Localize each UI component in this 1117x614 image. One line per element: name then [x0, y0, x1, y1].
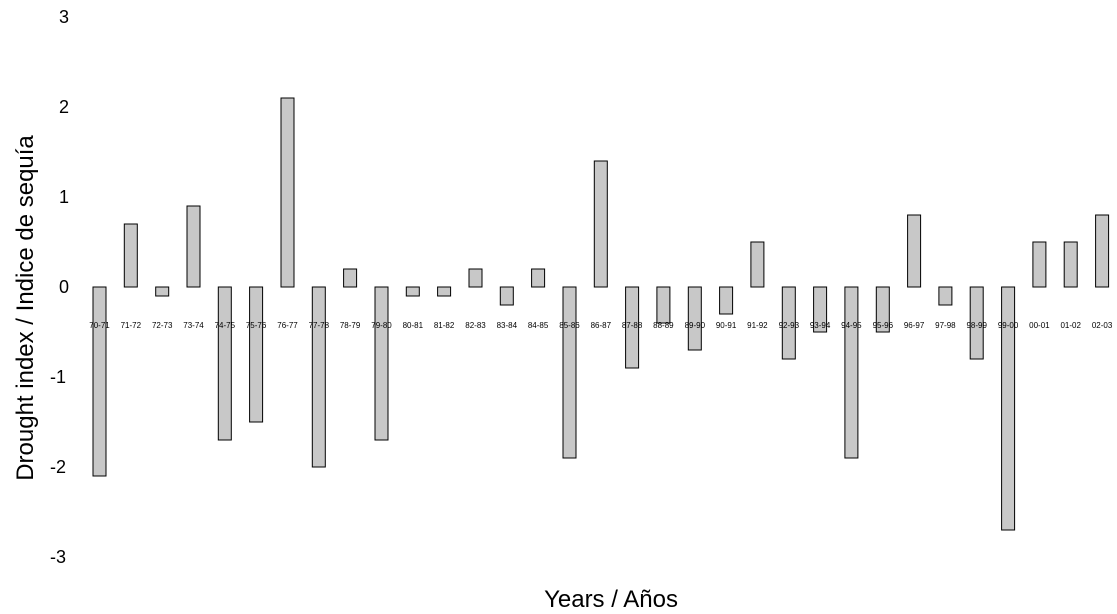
bar-71-72 — [123, 223, 138, 288]
x-tick-label: 70-71 — [89, 321, 110, 330]
x-tick-label: 85-86 — [559, 321, 580, 330]
bar-76-77 — [280, 97, 295, 288]
bar-00-01 — [1032, 241, 1047, 288]
y-tick-label: 0 — [59, 277, 69, 297]
bar-86-87 — [593, 160, 608, 288]
bar-82-83 — [468, 268, 483, 288]
bar-96-97 — [907, 214, 922, 288]
bar-79-80 — [374, 286, 389, 441]
x-tick-label: 00-01 — [1029, 321, 1050, 330]
bar-95-96 — [875, 286, 890, 333]
bar-99-00 — [1001, 286, 1016, 531]
bar-01-02 — [1063, 241, 1078, 288]
bar-73-74 — [186, 205, 201, 288]
y-tick-label: 1 — [59, 187, 69, 207]
x-tick-label: 96-97 — [904, 321, 925, 330]
x-tick-label: 76-77 — [277, 321, 298, 330]
bar-91-92 — [750, 241, 765, 288]
x-tick-label: 95-96 — [873, 321, 894, 330]
x-tick-label: 93-94 — [810, 321, 831, 330]
bar-72-73 — [155, 286, 170, 297]
x-tick-label: 94-95 — [841, 321, 862, 330]
y-tick-label: -1 — [50, 367, 66, 387]
x-tick-label: 92-93 — [779, 321, 800, 330]
bar-92-93 — [781, 286, 796, 360]
bar-77-78 — [311, 286, 326, 468]
y-tick-label: 3 — [59, 7, 69, 27]
x-tick-label: 71-72 — [121, 321, 142, 330]
bar-83-84 — [499, 286, 514, 306]
bar-80-81 — [405, 286, 420, 297]
bar-97-98 — [938, 286, 953, 306]
x-tick-label: 84-85 — [528, 321, 549, 330]
bar-75-76 — [249, 286, 264, 423]
x-axis-label: Years / Años — [544, 586, 678, 613]
bar-78-79 — [343, 268, 358, 288]
x-tick-label: 88-89 — [653, 321, 674, 330]
bar-87-88 — [625, 286, 640, 369]
y-tick-label: -2 — [50, 457, 66, 477]
bars-group — [92, 97, 1110, 531]
x-tick-label: 77-78 — [309, 321, 330, 330]
x-tick-label: 02-03 — [1092, 321, 1113, 330]
x-tick-label: 97-98 — [935, 321, 956, 330]
x-tick-label: 99-00 — [998, 321, 1019, 330]
x-tick-label: 82-83 — [465, 321, 486, 330]
x-tick-label: 79-80 — [371, 321, 392, 330]
x-tick-label: 89-90 — [685, 321, 706, 330]
y-tick-labels: 3 2 1 0 -1 -2 -3 — [50, 7, 69, 567]
bar-93-94 — [813, 286, 828, 333]
y-tick-label: 2 — [59, 97, 69, 117]
x-tick-label: 98-99 — [966, 321, 987, 330]
x-tick-label: 87-88 — [622, 321, 643, 330]
x-tick-label: 91-92 — [747, 321, 768, 330]
x-tick-label: 90-91 — [716, 321, 737, 330]
y-axis-label: Drought index / Indice de sequía — [12, 135, 39, 481]
bar-98-99 — [969, 286, 984, 360]
x-tick-label: 86-87 — [591, 321, 612, 330]
bar-81-82 — [437, 286, 452, 297]
x-tick-label: 80-81 — [403, 321, 424, 330]
bar-02-03 — [1095, 214, 1110, 288]
bar-88-89 — [656, 286, 671, 324]
x-tick-label: 73-74 — [183, 321, 204, 330]
x-tick-label: 72-73 — [152, 321, 173, 330]
x-tick-labels: 70-71 71-72 72-73 73-74 74-75 75-76 76-77 77-78… — [89, 321, 1113, 330]
x-tick-label: 78-79 — [340, 321, 361, 330]
bar-94-95 — [844, 286, 859, 459]
x-tick-label: 75-76 — [246, 321, 267, 330]
x-tick-label: 74-75 — [215, 321, 236, 330]
bar-74-75 — [217, 286, 232, 441]
x-tick-label: 81-82 — [434, 321, 455, 330]
bar-85-86 — [562, 286, 577, 459]
x-tick-label: 83-84 — [497, 321, 518, 330]
bar-84-85 — [531, 268, 546, 288]
bar-90-91 — [719, 286, 734, 315]
y-tick-label: -3 — [50, 547, 66, 567]
bar-89-90 — [687, 286, 702, 351]
bar-70-71 — [92, 286, 107, 477]
x-tick-label: 01-02 — [1060, 321, 1081, 330]
